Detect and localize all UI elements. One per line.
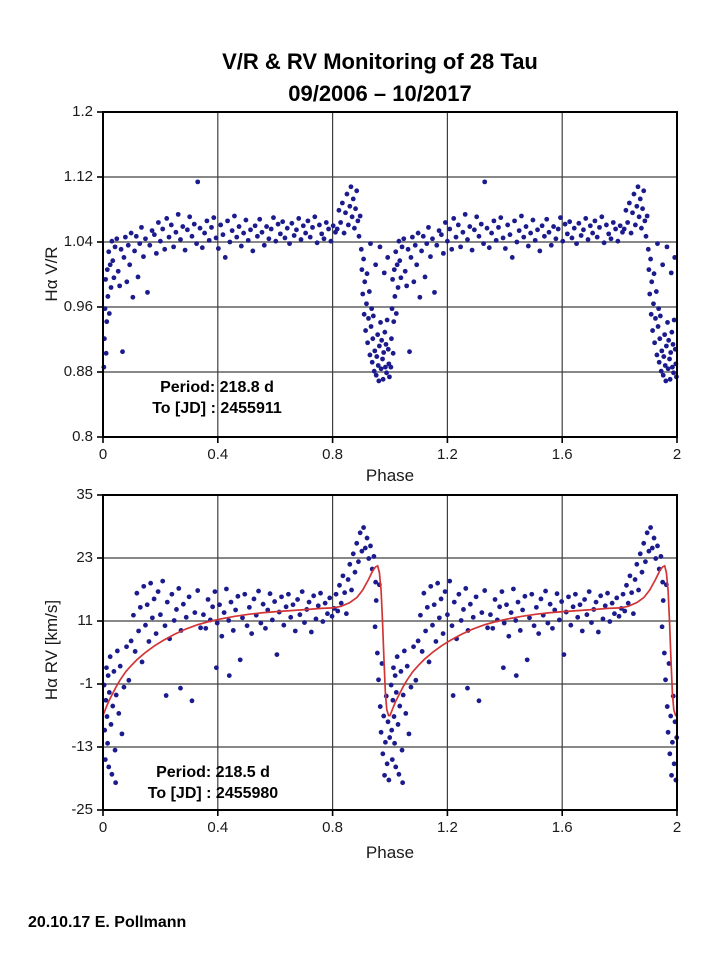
vr-plot-area xyxy=(97,111,679,443)
vr-y-tick-label: 1.12 xyxy=(63,168,93,185)
page-title-line2: 09/2006 – 10/2017 xyxy=(288,81,472,106)
vr-x-tick-label: 0.8 xyxy=(322,446,344,463)
page-title-line1: V/R & RV Monitoring of 28 Tau xyxy=(222,49,538,74)
page-title: V/R & RV Monitoring of 28 Tau 09/2006 – … xyxy=(40,46,720,110)
rv-x-tick-label: 0.4 xyxy=(207,819,229,836)
vr-y-tick-label: 0.88 xyxy=(63,363,93,380)
rv-x-axis-title: Phase xyxy=(365,843,415,862)
vr-y-tick-label: 1.2 xyxy=(72,103,93,120)
footer-credit: 20.10.17 E. Pollmann xyxy=(28,914,187,931)
vr-annotation-epoch: To [JD] : 2455911 xyxy=(152,400,282,417)
vr-annotation-period: Period: 218.8 d xyxy=(160,379,274,396)
rv-plot-area xyxy=(97,494,680,816)
rv-y-tick-label: -25 xyxy=(71,801,93,818)
vr-y-axis-title: Hα V/R xyxy=(42,246,61,302)
vr-annotation: Period: 218.8 d To [JD] : 2455911 xyxy=(112,377,322,419)
vr-x-tick-label: 2 xyxy=(672,446,682,463)
rv-y-tick-label: -13 xyxy=(71,738,93,755)
vr-y-tick-label: 1.04 xyxy=(63,233,93,250)
vr-x-tick-label: 0.4 xyxy=(207,446,229,463)
vr-x-tick-label: 0 xyxy=(98,446,108,463)
rv-y-tick-label: 11 xyxy=(77,612,93,629)
vr-y-tick-label: 0.96 xyxy=(63,298,93,315)
rv-y-tick-label: 23 xyxy=(76,549,93,566)
rv-x-tick-label: 1.2 xyxy=(436,819,458,836)
vr-x-axis-title: Phase xyxy=(365,466,415,485)
rv-x-tick-label: 2 xyxy=(672,819,682,836)
vr-x-tick-label: 1.2 xyxy=(436,446,458,463)
vr-y-tick-label: 0.8 xyxy=(72,428,93,445)
rv-x-tick-label: 0.8 xyxy=(322,819,344,836)
rv-y-tick-label: 35 xyxy=(76,486,93,503)
rv-annotation-period: Period: 218.5 d xyxy=(156,764,270,781)
rv-y-tick-label: -1 xyxy=(79,675,93,692)
rv-annotation: Period: 218.5 d To [JD] : 2455980 xyxy=(108,762,318,804)
rv-x-tick-label: 0 xyxy=(98,819,108,836)
rv-x-tick-label: 1.6 xyxy=(551,819,573,836)
rv-annotation-epoch: To [JD] : 2455980 xyxy=(147,785,279,802)
vr-x-tick-label: 1.6 xyxy=(551,446,573,463)
